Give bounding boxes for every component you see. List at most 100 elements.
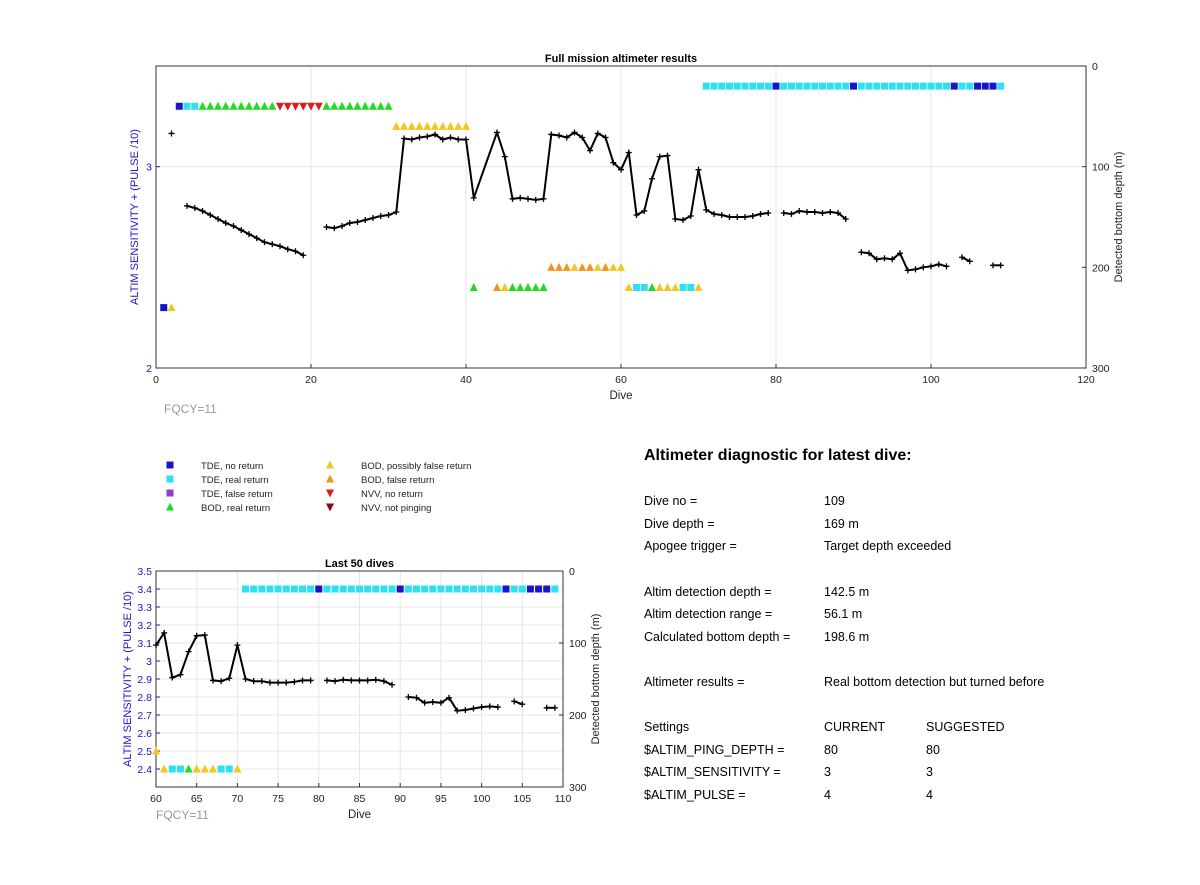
tde-no-return-marker xyxy=(526,585,534,593)
depth-point xyxy=(897,250,903,257)
settings-header-label: Settings xyxy=(644,720,690,734)
bod-false-return-marker xyxy=(493,282,501,291)
depth-point xyxy=(455,136,462,143)
depth-point xyxy=(370,215,376,222)
nvv-no-return-marker xyxy=(314,102,323,111)
legend-tde-no-return-marker xyxy=(166,461,174,469)
depth-point xyxy=(920,264,927,271)
depth-point xyxy=(408,136,415,143)
depth-point xyxy=(258,678,265,685)
depth-point xyxy=(354,219,361,226)
depth-point xyxy=(656,153,663,160)
y-tick-label: 2 xyxy=(146,363,152,375)
tde-real-return-marker xyxy=(282,585,290,593)
tde-real-return-marker xyxy=(250,585,258,593)
last-50-chart: 60 65 70 75 80 85 90 95 100 105 110 2.4 2.5 2.6 2.7 2.8… xyxy=(122,558,602,822)
diag-value-altimeter-results: Real bottom detection but turned before xyxy=(824,675,1045,689)
diag-label-dive-depth: Dive depth = xyxy=(644,517,715,531)
tde-real-return-marker xyxy=(421,585,429,593)
tde-real-return-marker xyxy=(339,585,347,593)
tde-real-return-marker xyxy=(191,102,199,110)
diag-value-apogee-trigger: Target depth exceeded xyxy=(824,539,952,553)
depth-point xyxy=(323,224,330,231)
legend-nvv-not-pinging-marker xyxy=(326,503,334,512)
depth-line xyxy=(326,129,769,230)
depth-line xyxy=(961,256,971,263)
tde-real-return-marker xyxy=(826,82,834,90)
depth-point xyxy=(185,648,192,655)
bod-possibly-false-marker xyxy=(438,121,447,130)
tde-no-return-marker xyxy=(989,82,997,90)
diag-value-dive-no: 109 xyxy=(824,494,845,508)
plot-frame xyxy=(155,65,1087,369)
depth-point xyxy=(356,677,363,684)
depth-point xyxy=(742,214,748,220)
x-tick-label: 70 xyxy=(232,793,244,805)
bod-possibly-false-marker xyxy=(233,764,242,773)
depth-point xyxy=(348,677,355,684)
depth-point xyxy=(446,694,453,701)
tde-real-return-marker xyxy=(935,82,943,90)
bod-real-return-marker xyxy=(260,101,269,110)
depth-point xyxy=(571,129,578,136)
bod-possibly-false-marker xyxy=(500,282,509,291)
depth-point xyxy=(563,134,570,141)
tde-real-return-marker xyxy=(404,585,412,593)
depth-point xyxy=(904,267,911,274)
depth-point xyxy=(230,223,237,230)
depth-point xyxy=(246,231,252,238)
y-tick-label: 3.4 xyxy=(137,584,152,596)
tde-real-return-marker xyxy=(733,82,741,90)
y-tick-label: 3.2 xyxy=(137,620,152,632)
depth-point xyxy=(385,211,392,218)
depth-point xyxy=(284,246,291,253)
bod-possibly-false-marker xyxy=(609,262,618,271)
bod-possibly-false-marker xyxy=(454,121,463,130)
diag-value-dive-depth: 169 m xyxy=(824,517,859,531)
depth-point xyxy=(602,134,609,141)
x-tick-label: 95 xyxy=(435,793,447,805)
bod-real-return-marker xyxy=(322,101,331,110)
depth-point xyxy=(291,678,298,685)
legend-nvv-no-return-marker xyxy=(326,489,334,498)
tde-real-return-marker xyxy=(919,82,927,90)
depth-point xyxy=(633,211,640,218)
depth-point xyxy=(858,249,865,256)
tde-real-return-marker xyxy=(437,585,445,593)
depth-point xyxy=(664,152,671,159)
bod-possibly-false-marker xyxy=(400,121,408,130)
depth-point xyxy=(687,212,694,219)
bod-possibly-false-marker xyxy=(593,262,602,271)
tde-real-return-marker xyxy=(331,585,339,593)
depth-point xyxy=(300,252,307,259)
depth-point xyxy=(201,632,208,639)
y-tick-label: 2.6 xyxy=(137,728,152,740)
depth-point xyxy=(377,212,384,219)
diag-label-bottom-depth: Calculated bottom depth = xyxy=(644,630,791,644)
depth-point xyxy=(389,681,396,688)
tde-real-return-marker xyxy=(764,82,772,90)
nvv-no-return-marker xyxy=(299,102,308,111)
depth-point xyxy=(695,166,702,173)
depth-point xyxy=(711,210,717,217)
y2-axis-label: Detected bottom depth (m) xyxy=(1113,152,1125,283)
tde-real-return-marker xyxy=(795,82,803,90)
depth-point xyxy=(364,677,371,684)
depth-point xyxy=(610,159,617,166)
depth-point xyxy=(193,632,200,639)
legend-label: TDE, false return xyxy=(201,489,273,500)
setting-current-ping-depth: 80 xyxy=(824,743,838,757)
tde-real-return-marker xyxy=(819,82,826,90)
y-axis-label: ALTIM SENSITIVITY + (PULSE /10) xyxy=(129,129,141,305)
depth-point xyxy=(517,194,524,201)
legend-tde-false-return-marker xyxy=(166,489,174,497)
x-axis-label: Dive xyxy=(348,809,371,821)
depth-point xyxy=(594,130,601,137)
x-tick-label: 100 xyxy=(922,374,940,386)
depth-point xyxy=(372,676,379,683)
tde-real-return-marker xyxy=(958,82,966,90)
depth-point xyxy=(532,196,539,203)
depth-point xyxy=(959,254,965,261)
tde-real-return-marker xyxy=(842,82,850,90)
legend-label: BOD, real return xyxy=(201,503,270,514)
